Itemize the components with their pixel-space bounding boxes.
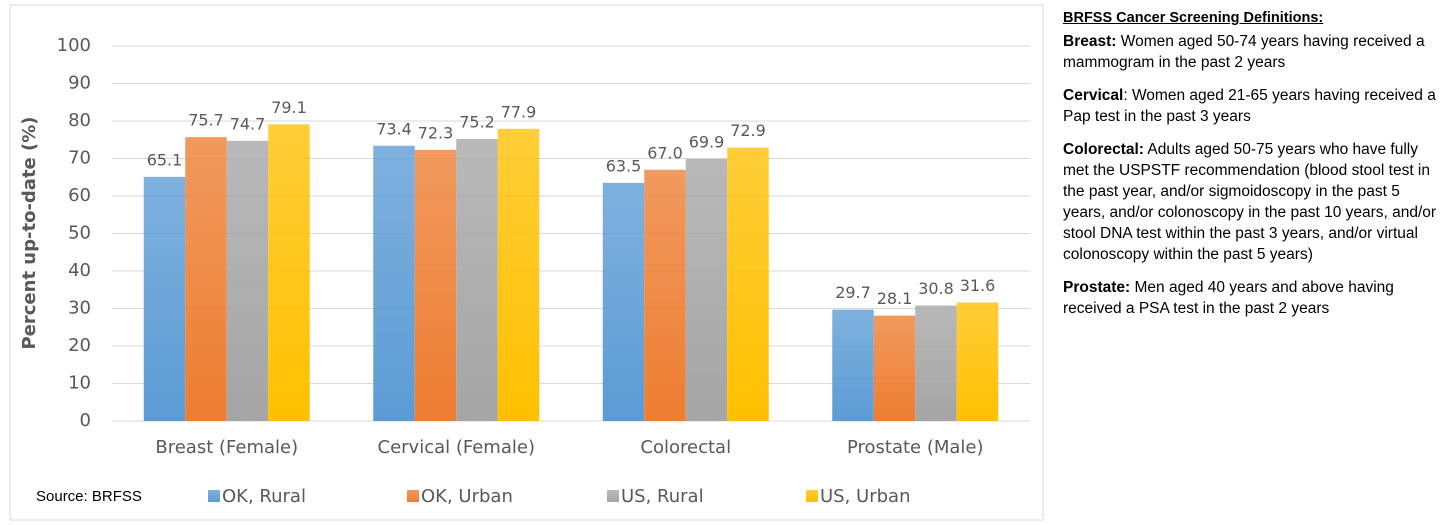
value-label: 72.9 xyxy=(730,121,766,140)
bar xyxy=(727,147,769,421)
definition: Prostate: Men aged 40 years and above ha… xyxy=(1063,277,1439,319)
legend-swatch xyxy=(407,490,419,502)
y-tick-label: 40 xyxy=(68,260,91,281)
value-label: 74.7 xyxy=(230,114,266,133)
x-tick-label: Breast (Female) xyxy=(155,437,298,458)
value-label: 69.9 xyxy=(689,132,725,151)
bar xyxy=(644,169,686,421)
y-tick-label: 20 xyxy=(68,335,91,356)
bar xyxy=(268,124,310,421)
definition: Cervical: Women aged 21-65 years having … xyxy=(1063,85,1439,127)
y-tick-label: 30 xyxy=(68,298,91,319)
bar xyxy=(373,145,415,421)
definition-term: Prostate: xyxy=(1063,279,1131,296)
y-tick-label: 10 xyxy=(68,373,91,394)
y-tick-label: 0 xyxy=(80,410,91,431)
x-tick-label: Colorectal xyxy=(640,437,731,458)
y-tick-label: 70 xyxy=(68,148,91,169)
bar xyxy=(185,137,227,421)
value-label: 67.0 xyxy=(647,143,683,162)
value-label: 77.9 xyxy=(501,102,537,121)
value-label: 79.1 xyxy=(271,98,307,117)
bar xyxy=(956,302,999,421)
chart: Percent up-to-date (%) Source: BRFSS 0 10… xyxy=(9,4,1044,521)
bar xyxy=(414,149,457,421)
definitions-panel: BRFSS Cancer Screening Definitions: Brea… xyxy=(1063,8,1439,331)
bar xyxy=(226,140,269,421)
value-label: 72.3 xyxy=(418,123,454,142)
definition: Colorectal: Adults aged 50-75 years who … xyxy=(1063,139,1439,265)
bar xyxy=(915,305,957,421)
legend-swatch xyxy=(806,490,818,502)
bar xyxy=(143,176,186,421)
definition: Breast: Women aged 50-74 years having re… xyxy=(1063,31,1439,73)
panel-title: BRFSS Cancer Screening Definitions: xyxy=(1063,10,1324,26)
legend-label: OK, Rural xyxy=(222,486,306,507)
bar xyxy=(873,315,916,421)
legend-label: OK, Urban xyxy=(421,486,513,507)
definition-text: Men aged 40 years and above having recei… xyxy=(1063,279,1394,317)
value-label: 28.1 xyxy=(877,289,913,308)
bar xyxy=(602,182,645,421)
y-tick-label: 60 xyxy=(68,185,91,206)
bar xyxy=(456,139,498,421)
value-label: 75.7 xyxy=(188,111,224,130)
bar xyxy=(685,158,728,421)
value-label: 75.2 xyxy=(459,113,495,132)
value-label: 63.5 xyxy=(606,156,642,175)
definition-text: : Women aged 21-65 years having received… xyxy=(1063,87,1436,125)
y-tick-label: 100 xyxy=(57,35,91,56)
value-label: 31.6 xyxy=(960,276,996,295)
x-tick-label: Cervical (Female) xyxy=(378,437,535,458)
value-label: 65.1 xyxy=(147,150,183,169)
legend-swatch xyxy=(208,490,220,502)
y-tick-label: 90 xyxy=(68,73,91,94)
legend-label: US, Rural xyxy=(621,486,704,507)
x-tick-label: Prostate (Male) xyxy=(847,437,984,458)
definition-text: Adults aged 50-75 years who have fully m… xyxy=(1063,141,1437,263)
bar xyxy=(497,128,540,421)
y-tick-label: 80 xyxy=(68,110,91,131)
bar xyxy=(832,309,874,421)
definition-term: Colorectal: xyxy=(1063,141,1144,158)
definition-term: Breast: xyxy=(1063,33,1117,50)
source-note: Source: BRFSS xyxy=(36,488,142,505)
definition-text: Women aged 50-74 years having received a… xyxy=(1063,33,1425,71)
legend-swatch xyxy=(607,490,619,502)
definition-term: Cervical xyxy=(1063,87,1124,104)
y-tick-label: 50 xyxy=(68,223,91,244)
value-label: 29.7 xyxy=(835,283,871,302)
y-axis-title: Percent up-to-date (%) xyxy=(19,116,40,349)
value-label: 73.4 xyxy=(376,119,412,138)
value-label: 30.8 xyxy=(918,279,954,298)
legend-label: US, Urban xyxy=(820,486,910,507)
